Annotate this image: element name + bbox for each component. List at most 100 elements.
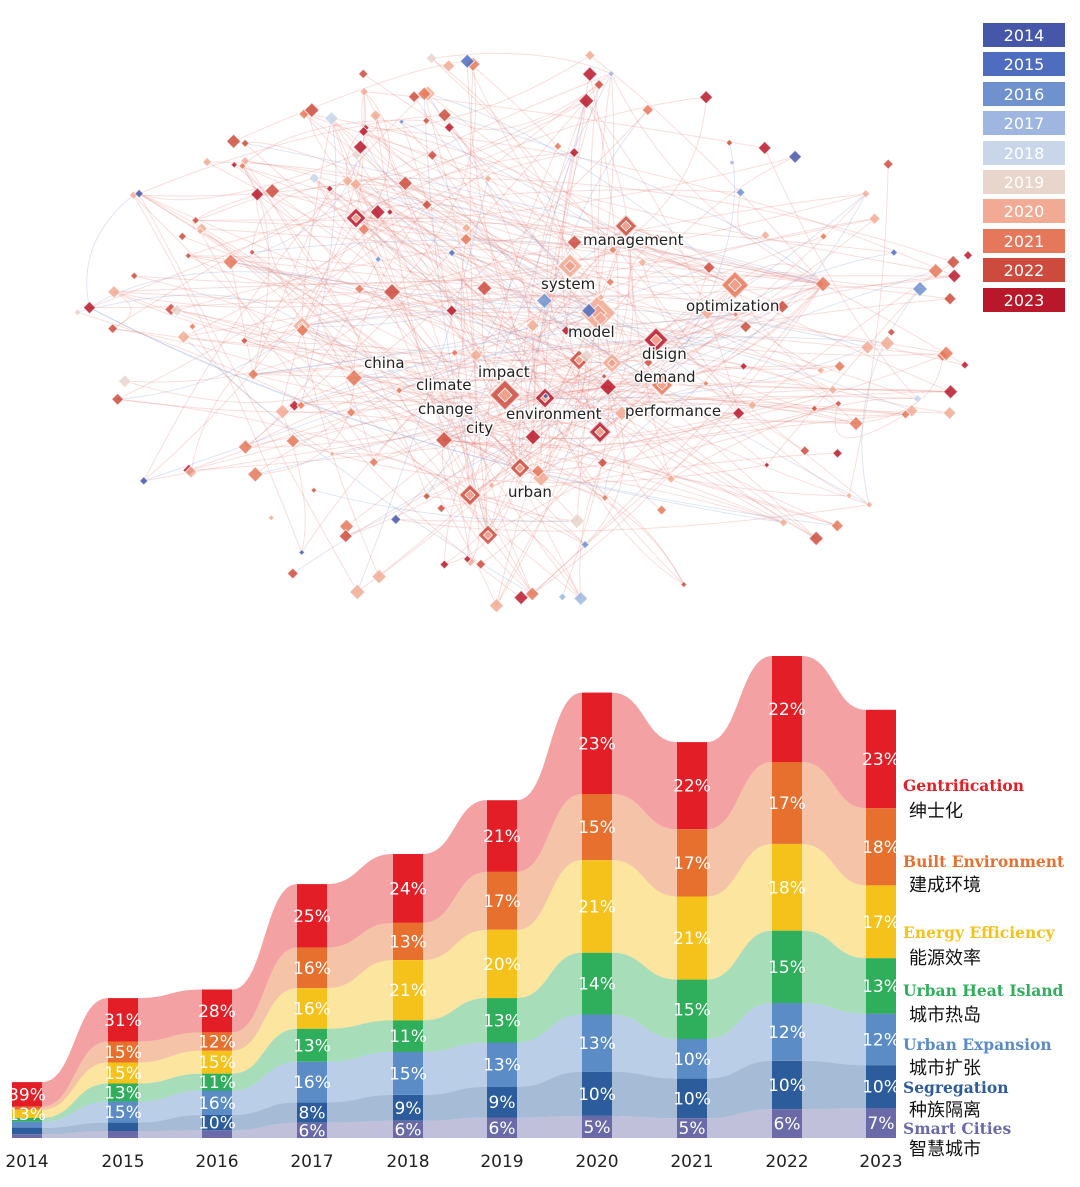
network-edge (138, 114, 445, 195)
network-node-core (656, 379, 668, 391)
network-edge (363, 131, 613, 251)
network-edge (300, 339, 657, 406)
network-edge (599, 267, 710, 433)
keyword-optimization: optimization (686, 297, 779, 315)
network-edge (355, 96, 707, 219)
network-node (655, 504, 668, 516)
topic-energy-efficiency-zh: 能源效率 (909, 948, 981, 969)
stream-ribbons (42, 656, 866, 1138)
network-edge (469, 218, 875, 496)
network-node (578, 92, 595, 110)
network-edges (77, 52, 966, 606)
network-edge (143, 217, 357, 482)
network-edge (465, 239, 685, 585)
network-edge (655, 339, 950, 414)
network-edge (565, 325, 624, 364)
bar-segment (487, 800, 517, 872)
network-node (833, 360, 847, 373)
network-edge (353, 377, 606, 499)
legend-swatch-2015 (983, 52, 1065, 76)
stream-percent-labels: 39%13%31%15%15%13%15%28%12%15%11%16%10%2… (8, 700, 900, 1141)
network-edge (431, 57, 740, 414)
network-edge (391, 291, 456, 360)
network-node (834, 399, 843, 408)
network-node (310, 486, 318, 494)
network-edge (475, 225, 627, 356)
network-edge (313, 177, 870, 506)
percent-label: 13% (483, 1011, 521, 1031)
network-edge (496, 359, 580, 606)
network-edge (188, 436, 534, 471)
keyword-model: model (568, 323, 615, 341)
network-node (637, 257, 648, 268)
network-edge (304, 113, 736, 286)
percent-label: 23% (862, 750, 900, 770)
network-edge (395, 518, 578, 522)
network-edge (532, 84, 600, 438)
network-node (247, 368, 260, 381)
legend-label-2020: 2020 (1004, 202, 1045, 221)
network-node (882, 158, 894, 170)
network-edge (134, 265, 571, 285)
network-edge (89, 307, 838, 527)
legend-label-2022: 2022 (1004, 261, 1045, 280)
network-edge (77, 294, 303, 327)
network-node (434, 430, 454, 450)
percent-label: 15% (104, 1064, 142, 1084)
network-edge (584, 386, 625, 545)
network-edge (302, 329, 606, 499)
network-edge (561, 152, 601, 433)
legend-swatch-2018 (983, 141, 1065, 165)
network-node (757, 140, 772, 156)
network-edge (201, 228, 951, 300)
network-edge (245, 358, 580, 448)
bar-segment (393, 922, 423, 961)
network-edge (355, 217, 658, 246)
network-edge (487, 265, 572, 536)
network-edge (611, 362, 739, 414)
network-node-core (464, 489, 476, 501)
network-edge (391, 64, 477, 293)
network-edge (443, 73, 612, 441)
network-edge (834, 403, 906, 439)
network-edge (230, 261, 613, 364)
network-edge (362, 73, 951, 393)
network-edge (230, 261, 657, 341)
network-node (106, 284, 122, 299)
x-tick-2014: 2014 (5, 1152, 48, 1172)
network-node (580, 539, 590, 550)
network-node (264, 182, 281, 200)
percent-label: 17% (862, 913, 900, 933)
bar-segment (297, 988, 327, 1029)
topic-built-environment: Built Environment (903, 852, 1065, 871)
percent-label: 10% (578, 1085, 616, 1105)
percent-label: 9% (395, 1099, 422, 1119)
network-node (860, 188, 871, 199)
bar-segment (108, 1062, 138, 1084)
network-node (359, 86, 370, 97)
bar-segment (772, 1060, 802, 1110)
network-edge (431, 52, 612, 75)
bar-segment (677, 896, 707, 980)
x-tick-2017: 2017 (290, 1152, 333, 1172)
network-node (816, 365, 826, 375)
network-edge (345, 386, 609, 537)
percent-label: 22% (768, 700, 806, 720)
network-edge (401, 121, 708, 313)
network-edge (444, 114, 536, 438)
x-tick-2018: 2018 (386, 1152, 429, 1172)
network-node (810, 404, 819, 413)
network-edge (540, 312, 599, 479)
network-edge (655, 339, 947, 356)
network-edge (519, 414, 906, 469)
network-edge (183, 295, 783, 338)
network-edge (331, 118, 657, 341)
network-edge (292, 440, 767, 484)
network-edge (565, 326, 746, 348)
network-edge (253, 312, 599, 375)
bar-segment (12, 1121, 42, 1128)
network-edge (532, 389, 833, 439)
network-edge (485, 145, 559, 536)
network-edge (487, 100, 587, 536)
legend-swatch-2017 (983, 111, 1065, 135)
